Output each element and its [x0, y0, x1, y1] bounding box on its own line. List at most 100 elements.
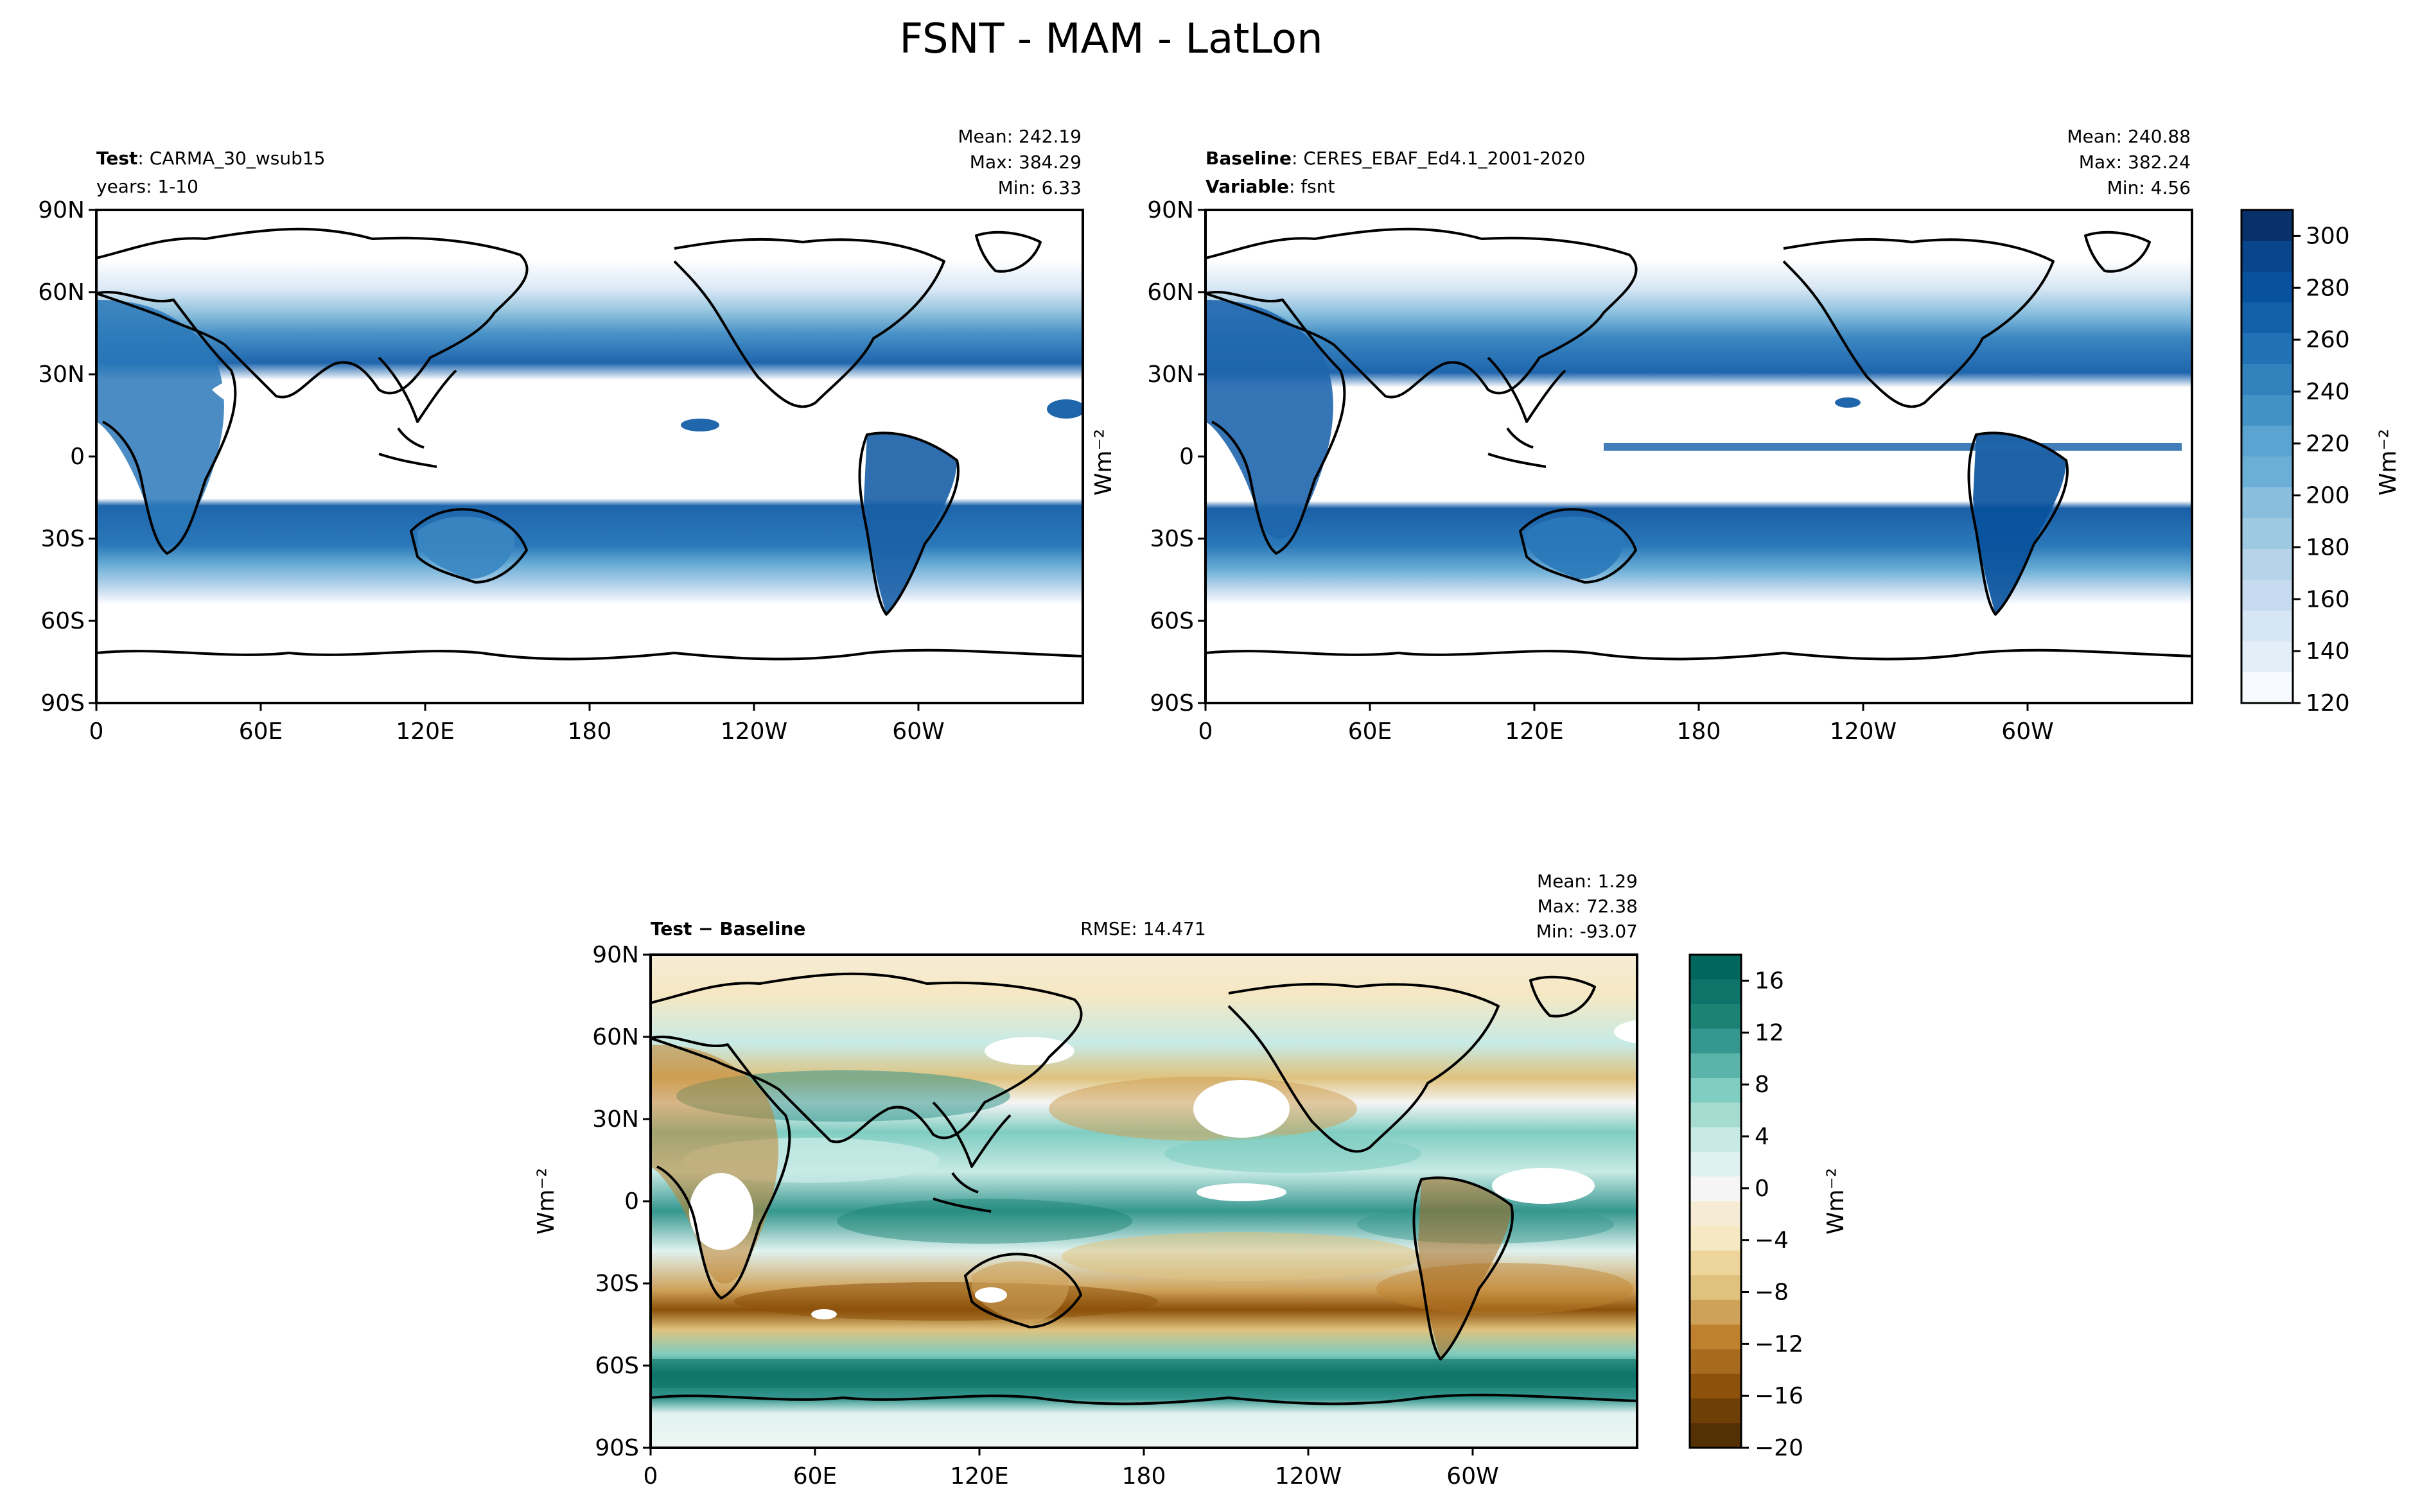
- lat-tick-label: 30S: [595, 1271, 639, 1297]
- lon-tick-label: 60W: [892, 718, 944, 745]
- colorbar-segment: [2241, 611, 2293, 642]
- colorbar-segment: [1690, 1201, 1741, 1226]
- colorbar-top-unit-label: Wm⁻²: [2375, 429, 2401, 496]
- lon-tick-label: 120E: [950, 1463, 1008, 1490]
- lat-tick-label: 0: [1179, 444, 1194, 470]
- colorbar-segment: [2241, 302, 2293, 334]
- test-label-bold: Test: [96, 148, 137, 169]
- colorbar-top-tick-label: 120: [2306, 690, 2350, 717]
- colorbar-top-tick-label: 240: [2306, 379, 2350, 405]
- colorbar-segment: [2241, 241, 2293, 272]
- colorbar-segment: [1690, 1325, 1741, 1350]
- lat-tick-label: 90N: [1147, 197, 1194, 223]
- lat-tick-label: 90S: [1150, 690, 1194, 717]
- colorbar-segment: [2241, 580, 2293, 611]
- lon-tick-label: 60E: [793, 1463, 837, 1490]
- svg-text:Baseline: CERES_EBAF_Ed4.1_200: Baseline: CERES_EBAF_Ed4.1_2001-2020: [1206, 148, 1585, 169]
- colorbar-segment: [1690, 1423, 1741, 1448]
- lat-tick-label: 0: [70, 444, 85, 470]
- lat-tick-label: 60N: [1147, 279, 1194, 306]
- colorbar-bottom-tick-label: 4: [1755, 1124, 1769, 1150]
- colorbar-segment: [1690, 979, 1741, 1005]
- colorbar-segment: [1690, 1078, 1741, 1103]
- lat-tick-label: 30N: [38, 361, 85, 388]
- colorbar-bottom-tick-label: 0: [1755, 1176, 1769, 1202]
- lat-tick-label: 0: [624, 1188, 639, 1215]
- colorbar-bottom-unit-label: Wm⁻²: [1823, 1168, 1849, 1235]
- colorbar-top-tick-label: 260: [2306, 327, 2350, 353]
- lon-tick-label: 60E: [1348, 718, 1392, 745]
- colorbar-segment: [2241, 641, 2293, 673]
- colorbar-top-tick-label: 300: [2306, 223, 2350, 249]
- lat-tick-label: 30N: [592, 1106, 639, 1133]
- colorbar-segment: [2241, 672, 2293, 704]
- panel-test: [95, 209, 1084, 704]
- colorbar-top: 300 280 260 240 220 200 180 160 140 120: [2240, 209, 2350, 717]
- test-stat-mean: Mean: 242.19: [958, 126, 1082, 147]
- lat-tick-label: 90N: [38, 197, 85, 223]
- baseline-variable-bold: Variable: [1206, 176, 1289, 197]
- lon-tick-label: 180: [1677, 718, 1721, 745]
- colorbar-frame: [2240, 209, 2294, 704]
- baseline-variable-rest: : fsnt: [1289, 176, 1335, 197]
- lat-tick-label: 90S: [40, 690, 85, 717]
- diff-header: Test − Baseline RMSE: 14.471 Mean: 1.29 …: [651, 871, 1638, 942]
- colorbar-bottom-tick-label: −12: [1755, 1331, 1803, 1357]
- colorbar-segment: [1690, 1349, 1741, 1375]
- lon-tick-label: 120E: [1505, 718, 1563, 745]
- test-years: years: 1-10: [96, 176, 198, 197]
- lon-tick-label: 180: [1122, 1463, 1166, 1490]
- colorbar-bottom-tick-label: 12: [1755, 1020, 1784, 1046]
- colorbar-bottom-tick-label: −16: [1755, 1383, 1803, 1409]
- test-stat-min: Min: 6.33: [998, 177, 1082, 198]
- colorbar-segment: [2241, 364, 2293, 395]
- lon-tick-label: 60W: [1446, 1463, 1498, 1490]
- colorbar-segment: [1690, 1127, 1741, 1152]
- diff-rmse: RMSE: 14.471: [1080, 918, 1206, 939]
- svg-text:Test: CARMA_30_wsub15: Test: CARMA_30_wsub15: [96, 148, 326, 169]
- colorbar-bottom-tick-label: −20: [1755, 1435, 1803, 1461]
- colorbar-top-tick-label: 220: [2306, 431, 2350, 457]
- diff-stat-mean: Mean: 1.29: [1537, 871, 1638, 892]
- colorbar-segment: [1690, 1102, 1741, 1128]
- colorbar-segment: [1690, 1053, 1741, 1079]
- test-unit-label: Wm⁻²: [1091, 429, 1117, 496]
- colorbar-segment: [2241, 518, 2293, 550]
- colorbar-segment: [1690, 1398, 1741, 1424]
- lat-tick-label: 30S: [1150, 526, 1194, 552]
- colorbar-bottom: 16 12 8 4 0 −4 −8 −12 −16 −20: [1688, 953, 1803, 1461]
- colorbar-segment: [2241, 333, 2293, 365]
- lon-tick-label: 0: [644, 1463, 658, 1490]
- lat-tick-label: 60S: [1150, 608, 1194, 634]
- colorbar-segment: [2241, 272, 2293, 303]
- diff-label: Test − Baseline: [651, 918, 805, 939]
- colorbar-segment: [2241, 456, 2293, 488]
- colorbar-segment: [1690, 1176, 1741, 1202]
- lon-tick-label: 120W: [1830, 718, 1897, 745]
- baseline-stat-max: Max: 382.24: [2079, 152, 2191, 173]
- colorbar-segment: [2241, 426, 2293, 457]
- lat-tick-label: 30N: [1147, 361, 1194, 388]
- colorbar-segment: [1690, 1299, 1741, 1325]
- colorbar-top-tick-label: 140: [2306, 638, 2350, 665]
- diff-unit-label: Wm⁻²: [533, 1168, 559, 1235]
- lat-tick-label: 60S: [595, 1353, 639, 1379]
- lon-tick-label: 60W: [2001, 718, 2053, 745]
- lon-tick-label: 0: [1198, 718, 1213, 745]
- colorbar-bottom-tick-label: −4: [1755, 1228, 1789, 1254]
- lat-tick-label: 60N: [38, 279, 85, 306]
- colorbar-bottom-tick-label: 8: [1755, 1072, 1769, 1098]
- colorbar-top-tick-label: 160: [2306, 586, 2350, 613]
- lat-tick-label: 60S: [40, 608, 85, 634]
- lon-tick-label: 60E: [239, 718, 283, 745]
- colorbar-segment: [2241, 487, 2293, 519]
- lon-tick-label: 180: [568, 718, 612, 745]
- test-header: Test: CARMA_30_wsub15 years: 1-10 Mean: …: [96, 126, 1082, 198]
- colorbar-segment: [1690, 1152, 1741, 1177]
- colorbar-bottom-tick-label: 16: [1755, 968, 1784, 994]
- colorbar-segment: [1690, 1029, 1741, 1054]
- diff-stat-max: Max: 72.38: [1538, 896, 1638, 917]
- lon-tick-label: 120W: [721, 718, 787, 745]
